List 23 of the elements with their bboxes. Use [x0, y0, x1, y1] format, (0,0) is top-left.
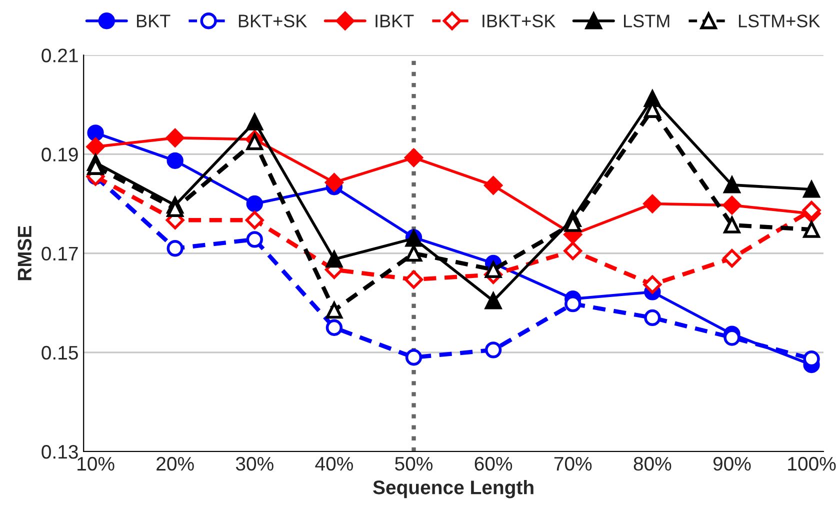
x-tick-label: 50%: [395, 456, 433, 471]
x-tick-label: 10%: [78, 456, 114, 471]
legend-label: IBKT: [376, 14, 414, 28]
y-tick-label: 0.21: [42, 48, 78, 62]
legend-label: IBKT+SK: [482, 14, 556, 28]
x-tick-label: 40%: [315, 456, 353, 471]
x-tick-label: 90%: [713, 456, 751, 471]
x-tick-label: 20%: [156, 456, 194, 471]
legend-label: BKT: [137, 14, 170, 28]
y-tick-label: 0.15: [42, 346, 78, 360]
legend-label: LSTM: [624, 14, 670, 28]
x-axis-title: Sequence Length: [373, 480, 534, 498]
x-tick-label: 30%: [236, 456, 274, 471]
legend-label: BKT+SK: [238, 14, 308, 28]
x-tick-label: 80%: [634, 456, 672, 471]
x-tick-label: 70%: [554, 456, 592, 471]
y-tick-label: 0.17: [42, 246, 78, 261]
legend-label: LSTM+SK: [738, 14, 820, 28]
y-tick-label: 0.19: [42, 148, 78, 162]
x-tick-label: 60%: [474, 456, 512, 471]
x-tick-label: 100%: [788, 456, 836, 471]
y-tick-label: 0.13: [42, 444, 78, 459]
y-axis-title: RMSE: [18, 226, 32, 280]
